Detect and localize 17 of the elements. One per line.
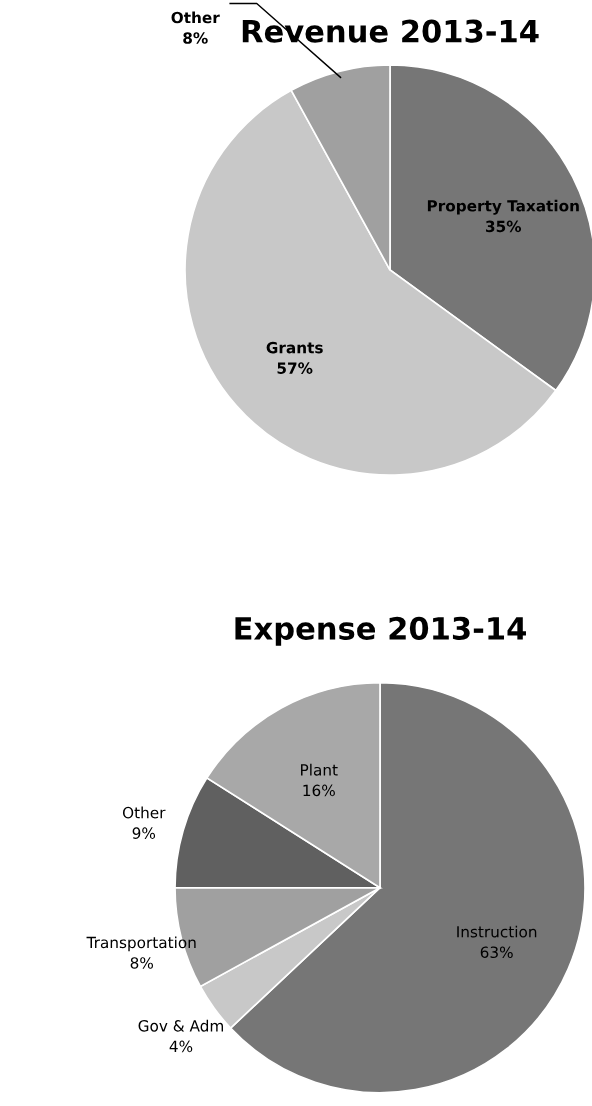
slice-label: Other xyxy=(122,806,166,819)
data-label: 16% xyxy=(303,784,335,797)
slice-label: Instruction xyxy=(457,925,537,938)
slice-label: Plant xyxy=(301,763,338,776)
data-label: 9% xyxy=(132,827,156,839)
slice-label: Other xyxy=(171,11,220,24)
slice-label: Transportation xyxy=(86,936,196,952)
data-label: 8% xyxy=(130,957,154,969)
chart-title: Expense 2013-14 xyxy=(235,616,526,646)
data-label: 4% xyxy=(169,1040,193,1053)
data-label: 63% xyxy=(480,946,513,959)
slice-label: Property Taxation xyxy=(427,199,579,215)
data-label: 8% xyxy=(183,32,208,44)
data-label: 35% xyxy=(485,220,522,233)
data-label: 57% xyxy=(277,362,313,374)
slice-label: Gov & Adm xyxy=(138,1019,223,1032)
slice-label: Grants xyxy=(266,341,323,354)
